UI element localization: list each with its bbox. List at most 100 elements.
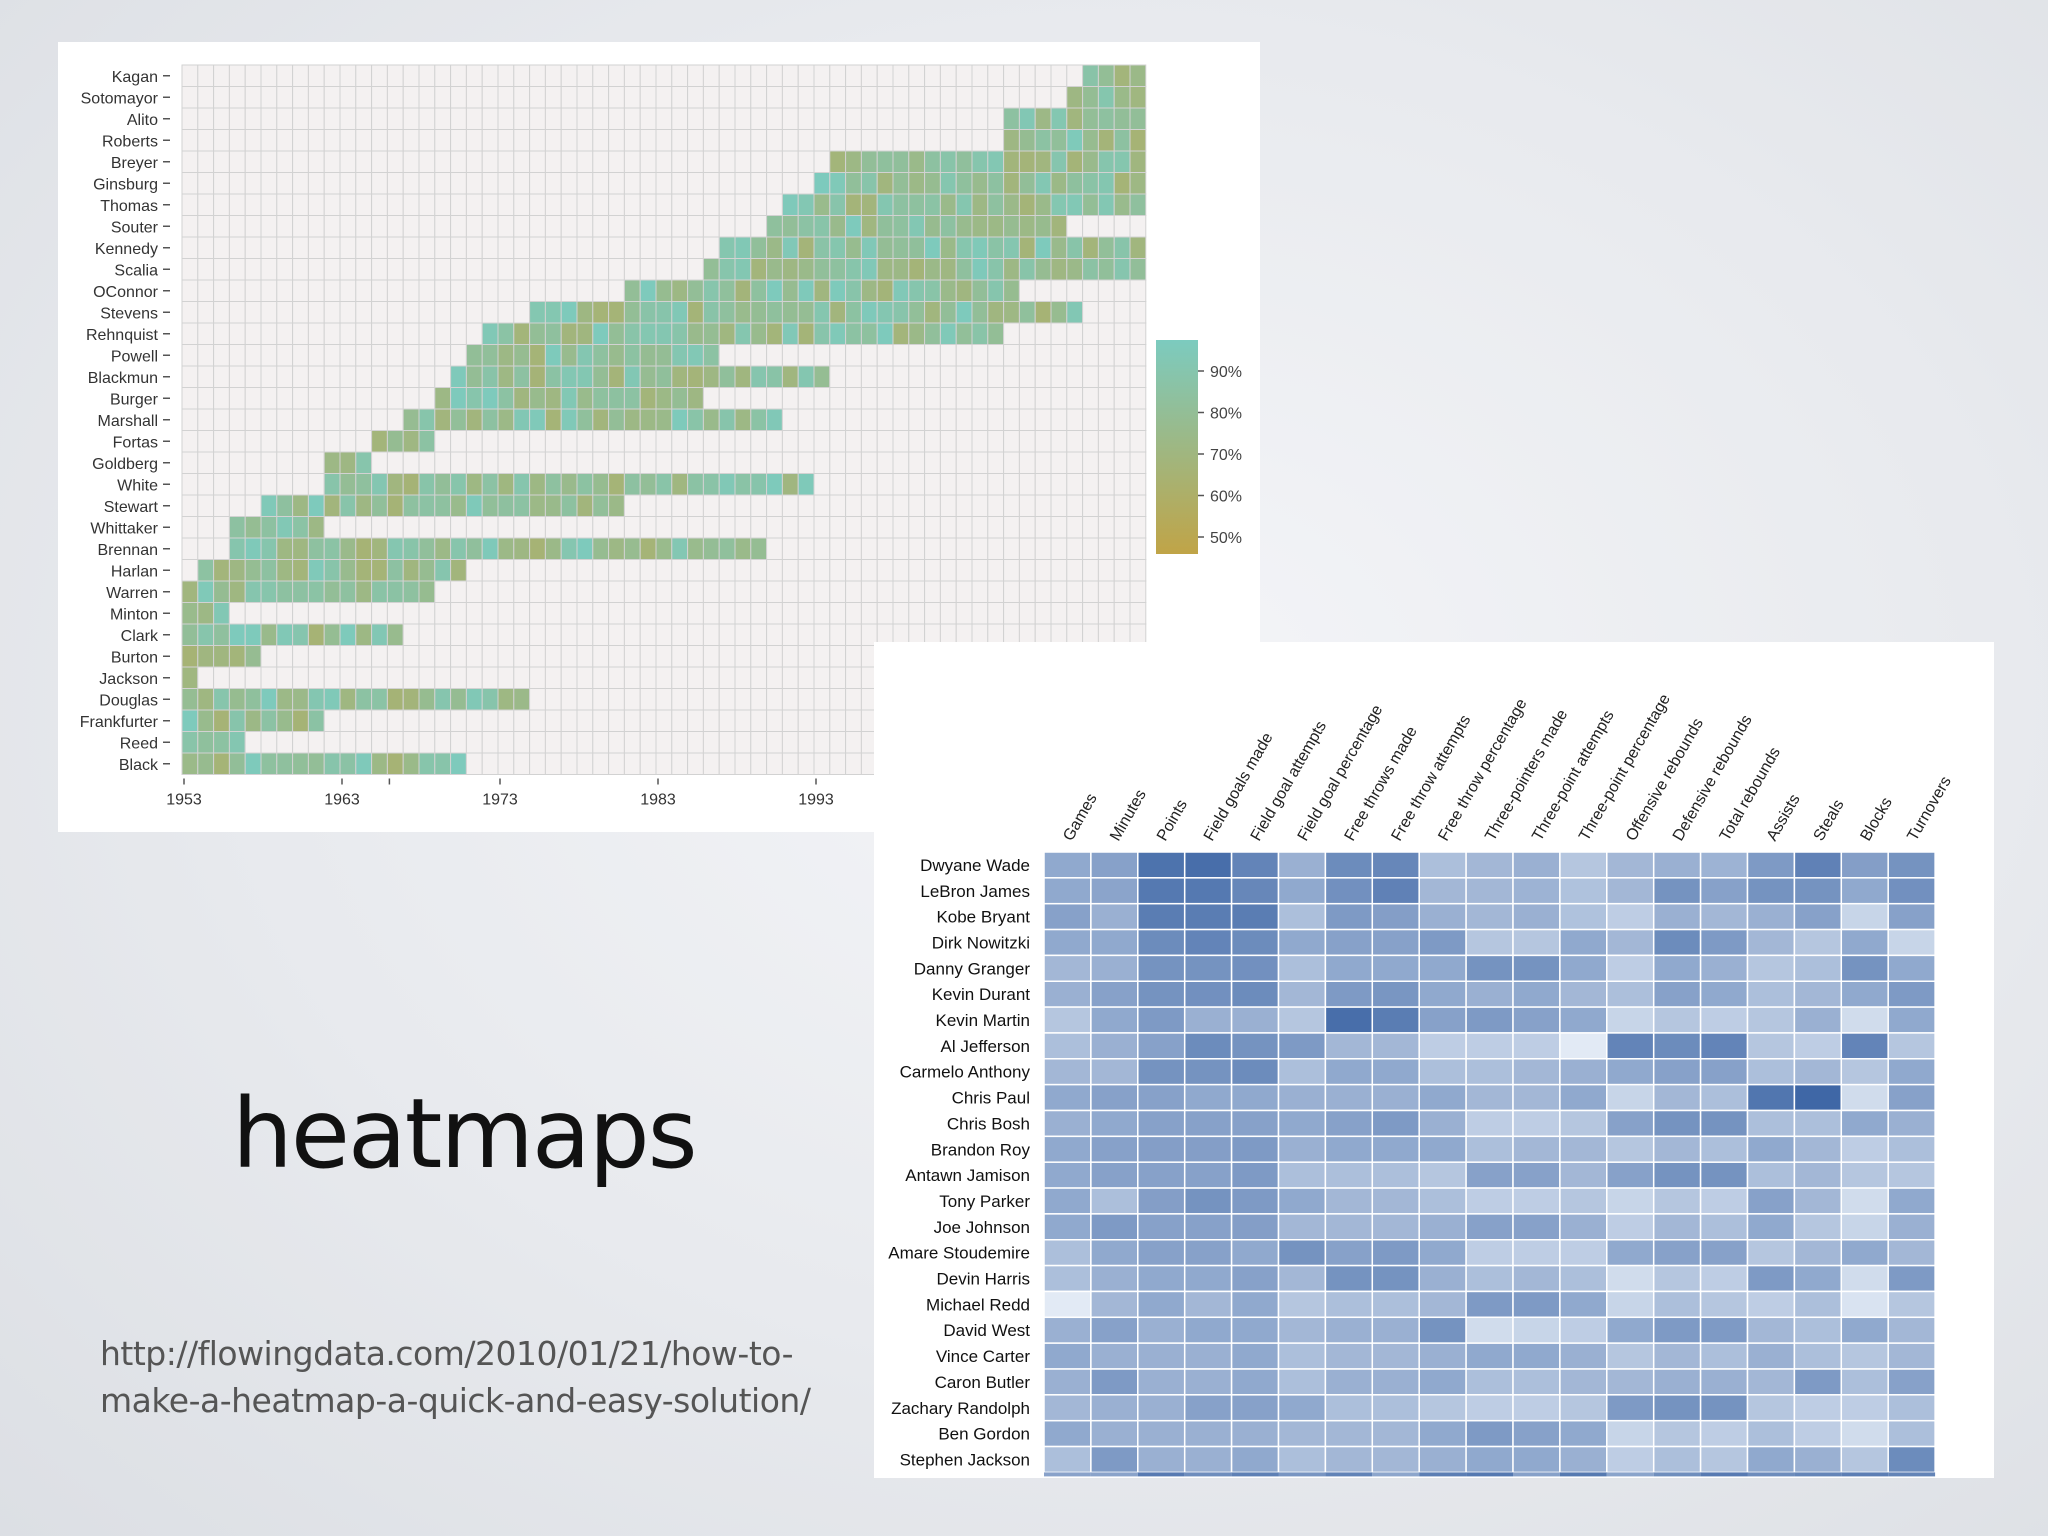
heatmap-cell	[1034, 301, 1052, 324]
source-url[interactable]: http://flowingdata.com/2010/01/21/how-to…	[100, 1330, 820, 1424]
source-url-line[interactable]: http://flowingdata.com/2010/01/21/how-to…	[100, 1334, 793, 1373]
heatmap-cell	[465, 494, 483, 517]
heatmap-cell	[1050, 107, 1068, 130]
heatmap-cell	[434, 473, 452, 496]
heatmap-cell-empty	[766, 451, 783, 474]
heatmap-cell	[655, 537, 673, 560]
heatmap-cell-empty	[702, 623, 720, 646]
heatmap-cell	[434, 494, 452, 517]
heatmap-cell	[1652, 1316, 1702, 1344]
heatmap-cell-empty	[213, 537, 230, 560]
heatmap-cell-empty	[497, 64, 515, 87]
heatmap-cell	[529, 301, 546, 324]
heatmap-cell	[845, 215, 862, 238]
heatmap-cell	[1097, 172, 1115, 195]
heatmap-cell-empty	[718, 645, 736, 668]
heatmap-cell-empty	[497, 279, 515, 302]
heatmap-cell-empty	[276, 473, 294, 496]
heatmap-cell	[1018, 193, 1036, 216]
heatmap-cell-empty	[829, 64, 847, 87]
heatmap-cell	[1183, 1368, 1233, 1396]
heatmap-cell	[1050, 236, 1068, 259]
heatmap-cell-empty	[244, 408, 262, 431]
heatmap-cell	[450, 365, 467, 388]
heatmap-cell-empty	[197, 430, 215, 453]
heatmap-cell	[1183, 1264, 1233, 1293]
heatmap-cell-empty	[465, 709, 483, 732]
heatmap-cell-empty	[939, 559, 957, 582]
heatmap-cell-empty	[481, 559, 499, 582]
heatmap-cell	[1137, 1187, 1186, 1215]
heatmap-cell	[1559, 980, 1608, 1008]
heatmap-cell	[1230, 1058, 1280, 1086]
heatmap-cell-empty	[276, 731, 294, 754]
heatmap-cell-empty	[718, 731, 736, 754]
heatmap-cell	[608, 365, 625, 388]
heatmap-cell	[339, 623, 357, 646]
heatmap-cell	[687, 537, 704, 560]
heatmap-cell-empty	[450, 731, 467, 754]
heatmap-cell-empty	[228, 473, 246, 496]
player-label: Danny Granger	[914, 959, 1031, 978]
heatmap-cell-empty	[734, 86, 752, 109]
heatmap-cell	[276, 494, 294, 517]
heatmap-cell-empty	[434, 602, 452, 625]
heatmap-cell	[1371, 1342, 1420, 1370]
heatmap-cell-empty	[276, 645, 294, 668]
heatmap-cell	[1699, 1316, 1749, 1344]
heatmap-cell	[702, 344, 720, 367]
heatmap-cell	[1230, 1213, 1280, 1241]
heatmap-cell-empty	[560, 688, 578, 711]
heatmap-cell-empty	[481, 623, 499, 646]
heatmap-cell	[971, 193, 989, 216]
heatmap-cell	[1465, 928, 1514, 957]
heatmap-cell-empty	[671, 688, 689, 711]
heatmap-cell	[1840, 1239, 1889, 1267]
heatmap-cell-empty	[513, 709, 531, 732]
heatmap-cell	[687, 408, 704, 431]
heatmap-cell	[1746, 902, 1796, 931]
heatmap-cell	[371, 430, 388, 453]
heatmap-cell-empty	[718, 602, 736, 625]
heatmap-cell-empty	[181, 107, 199, 130]
heatmap-cell-empty	[339, 709, 357, 732]
heatmap-cell-empty	[276, 430, 294, 453]
heatmap-cell	[892, 236, 910, 259]
heatmap-cell-empty	[213, 666, 230, 689]
heatmap-cell-empty	[323, 344, 341, 367]
heatmap-cell-empty	[734, 172, 752, 195]
heatmap-cell-empty	[797, 709, 815, 732]
heatmap-cell-empty	[766, 645, 783, 668]
row-label: Whittaker	[90, 520, 158, 537]
heatmap-cell	[1652, 1239, 1702, 1267]
heatmap-cell	[1793, 954, 1843, 982]
heatmap-cell	[1050, 215, 1068, 238]
source-url-line[interactable]: make-a-heatmap-a-quick-and-easy-solution…	[100, 1381, 811, 1420]
heatmap-cell-empty	[197, 365, 215, 388]
heatmap-cell	[560, 301, 578, 324]
heatmap-cell	[1050, 129, 1068, 152]
heatmap-cell	[1018, 258, 1036, 281]
heatmap-cell-empty	[955, 430, 973, 453]
heatmap-cell-empty	[497, 86, 515, 109]
player-label: Michael Redd	[926, 1295, 1030, 1314]
heatmap-cell-empty	[623, 494, 641, 517]
legend-tick-label: 90%	[1210, 364, 1242, 381]
heatmap-cell-empty	[323, 408, 341, 431]
heatmap-cell	[1465, 851, 1514, 879]
heatmap-cell-empty	[228, 387, 246, 410]
heatmap-cell	[623, 537, 641, 560]
heatmap-cell-empty	[623, 172, 641, 195]
heatmap-cell	[1512, 954, 1561, 982]
nba-heatmap-grid	[1043, 851, 1936, 1477]
heatmap-cell	[1512, 1342, 1561, 1370]
player-label: Caron Butler	[935, 1373, 1031, 1392]
heatmap-cell-empty	[592, 430, 610, 453]
heatmap-cell-empty	[639, 215, 657, 238]
heatmap-cell-empty	[544, 559, 562, 582]
heatmap-cell	[1887, 1419, 1936, 1448]
heatmap-cell-empty	[845, 473, 862, 496]
heatmap-cell-empty	[513, 731, 531, 754]
heatmap-cell-empty	[529, 645, 546, 668]
player-label: Dwyane Wade	[920, 856, 1030, 875]
